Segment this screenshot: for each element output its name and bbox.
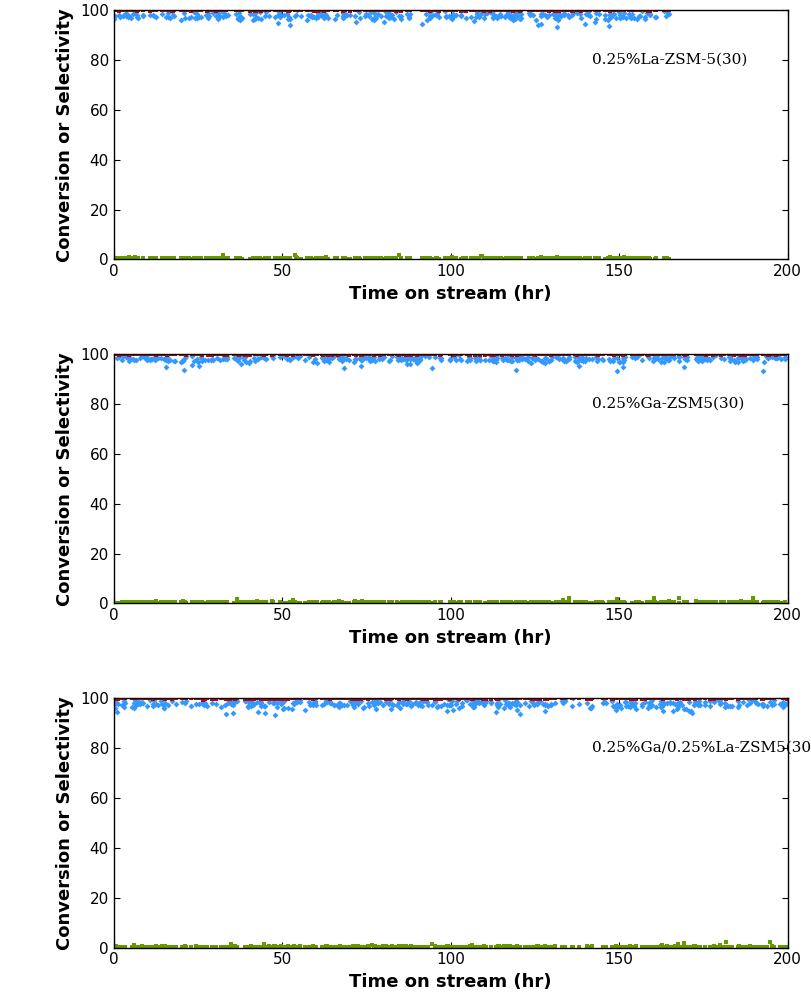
X-axis label: Time on stream (hr): Time on stream (hr) xyxy=(349,285,551,302)
X-axis label: Time on stream (hr): Time on stream (hr) xyxy=(349,973,551,991)
Text: 0.25%La-ZSM-5(30): 0.25%La-ZSM-5(30) xyxy=(591,53,747,67)
Y-axis label: Conversion or Selectivity: Conversion or Selectivity xyxy=(56,696,75,950)
Text: 0.25%Ga/0.25%La-ZSM5(30): 0.25%Ga/0.25%La-ZSM5(30) xyxy=(591,741,811,755)
X-axis label: Time on stream (hr): Time on stream (hr) xyxy=(349,629,551,647)
Text: 0.25%Ga-ZSM5(30): 0.25%Ga-ZSM5(30) xyxy=(591,397,744,411)
Y-axis label: Conversion or Selectivity: Conversion or Selectivity xyxy=(56,352,75,606)
Y-axis label: Conversion or Selectivity: Conversion or Selectivity xyxy=(56,8,75,262)
